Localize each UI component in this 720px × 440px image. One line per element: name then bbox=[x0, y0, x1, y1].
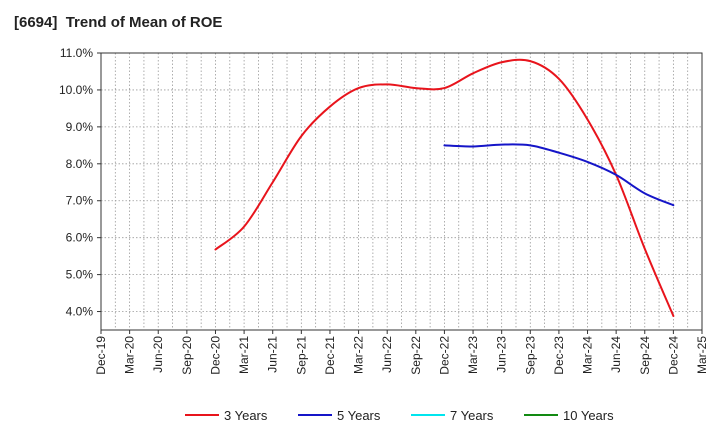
x-tick-label: Mar-24 bbox=[581, 336, 595, 374]
legend-label: 3 Years bbox=[224, 408, 268, 423]
x-tick-label: Jun-23 bbox=[495, 336, 509, 373]
legend-label: 7 Years bbox=[450, 408, 494, 423]
x-tick-label: Mar-22 bbox=[352, 336, 366, 374]
y-tick-label: 9.0% bbox=[66, 120, 94, 134]
chart-title: [6694] Trend of Mean of ROE bbox=[14, 14, 223, 31]
x-tick-label: Mar-21 bbox=[237, 336, 251, 374]
x-tick-label: Dec-20 bbox=[208, 336, 222, 375]
x-tick-label: Mar-25 bbox=[695, 336, 709, 374]
series-line-3-years bbox=[214, 58, 675, 317]
x-tick-label: Jun-24 bbox=[609, 336, 623, 373]
series-line-5-years bbox=[443, 143, 675, 207]
x-tick-label: Dec-24 bbox=[666, 336, 680, 375]
y-tick-label: 6.0% bbox=[66, 231, 94, 245]
y-tick-label: 4.0% bbox=[66, 305, 94, 319]
x-tick-label: Jun-20 bbox=[151, 336, 165, 373]
x-tick-label: Dec-21 bbox=[323, 336, 337, 375]
y-tick-label: 10.0% bbox=[59, 83, 93, 97]
plot-frame bbox=[100, 52, 703, 331]
x-tick-label: Jun-22 bbox=[380, 336, 394, 373]
x-tick-label: Mar-20 bbox=[123, 336, 137, 374]
legend-label: 5 Years bbox=[337, 408, 381, 423]
x-tick-label: Jun-21 bbox=[266, 336, 280, 373]
legend-label: 10 Years bbox=[563, 408, 614, 423]
x-tick-label: Dec-19 bbox=[94, 336, 108, 375]
y-tick-label: 8.0% bbox=[66, 157, 94, 171]
x-tick-label: Sep-22 bbox=[409, 336, 423, 375]
x-tick-label: Sep-21 bbox=[294, 336, 308, 375]
y-tick-label: 5.0% bbox=[66, 268, 94, 282]
x-tick-label: Dec-23 bbox=[552, 336, 566, 375]
x-tick-label: Dec-22 bbox=[437, 336, 451, 375]
y-tick-label: 11.0% bbox=[60, 46, 93, 60]
x-tick-label: Sep-24 bbox=[638, 336, 652, 375]
y-tick-label: 7.0% bbox=[66, 194, 94, 208]
x-tick-label: Mar-23 bbox=[466, 336, 480, 374]
x-tick-label: Sep-23 bbox=[523, 336, 537, 375]
x-tick-label: Sep-20 bbox=[180, 336, 194, 375]
